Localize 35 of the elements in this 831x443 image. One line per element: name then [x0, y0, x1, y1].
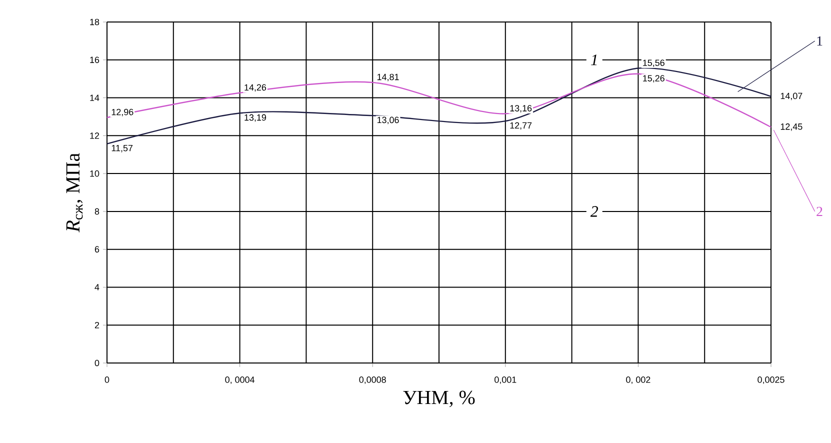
x-axis-title: УНМ, %: [403, 390, 475, 408]
data-label: 13,19: [244, 114, 266, 122]
line-series: [106, 73, 772, 128]
x-tick-label: 0, 002: [626, 376, 650, 384]
text: 2: [816, 206, 822, 216]
data-label: 13,16: [510, 105, 532, 112]
text: 1: [817, 36, 822, 46]
data-label: 12,96: [112, 108, 134, 116]
x-tick-label: 0,001: [494, 376, 516, 384]
y-tick-label: 4: [94, 284, 100, 290]
y-tick-label: 18: [90, 18, 100, 26]
data-label: 15,26: [643, 75, 664, 83]
data-label: 14,81: [377, 74, 399, 82]
y-tick-label: 10: [90, 170, 100, 177]
y-tick-label: 2: [94, 322, 100, 328]
data-label: 13,06: [377, 116, 399, 124]
x-tick-label: 0,0008: [359, 376, 386, 384]
x-tick-label: 0, 0004: [225, 376, 254, 384]
data-label: 11,57: [112, 145, 133, 152]
y-tick-label: 12: [90, 132, 100, 139]
y-tick-label: 0: [94, 360, 100, 366]
y-tick-label: 16: [90, 56, 100, 64]
data-label: 12,77: [510, 122, 532, 130]
annotation: 1: [590, 54, 597, 66]
annotation: 2: [590, 206, 598, 217]
x-tick-label: 0: [104, 376, 110, 383]
data-label: 14,26: [244, 84, 266, 92]
data-label: 14,07: [780, 92, 802, 100]
y-tick-label: 14: [90, 94, 100, 101]
x-tick-label: 0,0025: [758, 376, 784, 384]
y-axis-title: R$_{сж}$, МПа: [66, 153, 83, 232]
data-label: 15,56: [643, 60, 664, 68]
y-tick-label: 6: [94, 246, 100, 253]
data-label: 12,45: [780, 123, 802, 131]
y-tick-label: 8: [94, 208, 100, 215]
